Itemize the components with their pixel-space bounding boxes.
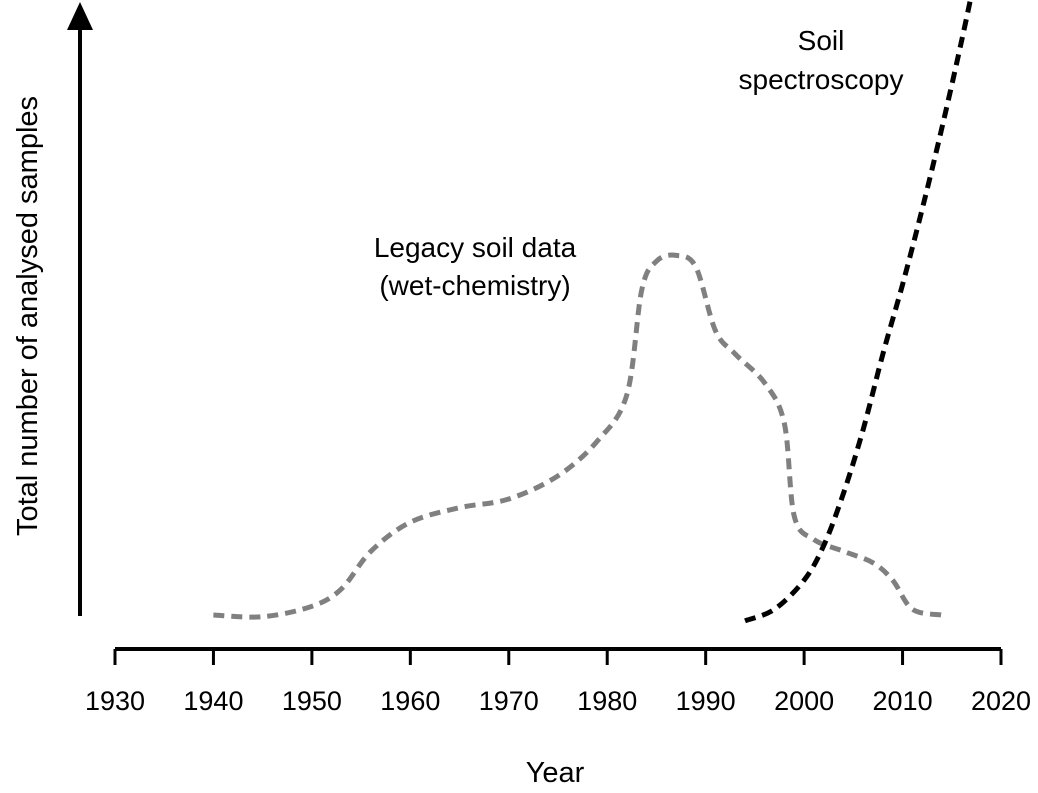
x-tick-label-1970: 1970 bbox=[479, 686, 539, 716]
legacy-soil-data-line bbox=[213, 252, 943, 620]
soil-spectroscopy-line bbox=[744, 0, 973, 624]
x-tick-label-2000: 2000 bbox=[774, 686, 834, 716]
soil-label: Soil bbox=[798, 25, 845, 56]
x-axis: 1930 1940 1950 1960 1970 1980 1990 2000 2010 2020 bbox=[85, 647, 1031, 716]
x-tick-label-1990: 1990 bbox=[676, 686, 736, 716]
legacy-soil-data-label: Legacy soil data bbox=[374, 232, 577, 263]
y-axis bbox=[67, 2, 93, 616]
series-group bbox=[213, 0, 973, 624]
x-tick-label-1930: 1930 bbox=[85, 686, 145, 716]
series-annotations: Legacy soil data (wet-chemistry) Soil sp… bbox=[374, 25, 904, 301]
y-axis-title: Total number of analysed samples bbox=[12, 96, 44, 536]
spectroscopy-label: spectroscopy bbox=[739, 64, 904, 95]
x-tick-label-2010: 2010 bbox=[873, 686, 933, 716]
wet-chemistry-label: (wet-chemistry) bbox=[379, 270, 570, 301]
y-axis-arrow-icon bbox=[67, 2, 93, 30]
x-tick-label-1960: 1960 bbox=[380, 686, 440, 716]
x-tick-label-2020: 2020 bbox=[971, 686, 1031, 716]
x-tick-label-1940: 1940 bbox=[183, 686, 243, 716]
x-axis-title: Year bbox=[526, 757, 585, 789]
x-ticks bbox=[113, 649, 1003, 665]
x-tick-labels: 1930 1940 1950 1960 1970 1980 1990 2000 2010 2020 bbox=[85, 686, 1031, 716]
x-tick-label-1950: 1950 bbox=[282, 686, 342, 716]
x-tick-label-1980: 1980 bbox=[577, 686, 637, 716]
